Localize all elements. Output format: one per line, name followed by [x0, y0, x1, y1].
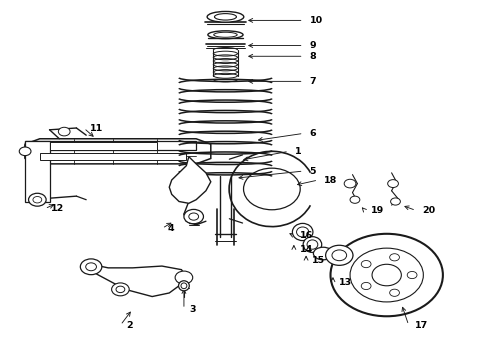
Circle shape	[112, 283, 129, 296]
Polygon shape	[25, 139, 211, 164]
Circle shape	[58, 127, 70, 136]
Circle shape	[86, 263, 97, 271]
Polygon shape	[86, 264, 186, 297]
Text: 20: 20	[422, 206, 435, 215]
Text: 13: 13	[339, 278, 352, 287]
Text: 7: 7	[310, 77, 316, 86]
Circle shape	[326, 245, 353, 265]
Circle shape	[390, 254, 399, 261]
Circle shape	[175, 271, 193, 284]
Circle shape	[350, 248, 423, 302]
Ellipse shape	[181, 283, 187, 289]
Polygon shape	[40, 153, 186, 160]
Circle shape	[344, 179, 356, 188]
Text: 2: 2	[126, 321, 133, 330]
Circle shape	[116, 286, 125, 293]
Polygon shape	[25, 140, 49, 202]
Text: 14: 14	[300, 246, 313, 255]
Text: 19: 19	[370, 206, 384, 215]
Circle shape	[33, 197, 42, 203]
Text: 10: 10	[310, 16, 322, 25]
Circle shape	[388, 180, 398, 188]
Text: 9: 9	[310, 41, 316, 50]
Ellipse shape	[303, 237, 322, 252]
Text: 1: 1	[295, 147, 301, 156]
Text: 18: 18	[324, 176, 338, 185]
Circle shape	[391, 198, 400, 205]
Text: 8: 8	[310, 52, 316, 61]
Circle shape	[332, 250, 346, 261]
Ellipse shape	[207, 12, 244, 22]
Circle shape	[350, 196, 360, 203]
Circle shape	[189, 213, 198, 220]
Text: 15: 15	[312, 256, 325, 265]
Circle shape	[80, 259, 102, 275]
Polygon shape	[169, 157, 211, 203]
Text: 6: 6	[310, 129, 316, 138]
Ellipse shape	[293, 224, 313, 240]
Text: 16: 16	[300, 231, 313, 240]
Text: 3: 3	[190, 305, 196, 314]
Ellipse shape	[307, 240, 318, 249]
Text: 12: 12	[50, 204, 64, 213]
Ellipse shape	[215, 14, 237, 20]
Circle shape	[361, 261, 371, 267]
Circle shape	[372, 264, 401, 286]
Circle shape	[361, 282, 371, 289]
Circle shape	[19, 147, 31, 156]
Ellipse shape	[314, 247, 333, 260]
Text: 4: 4	[168, 224, 174, 233]
Circle shape	[390, 289, 399, 296]
Polygon shape	[326, 248, 352, 262]
Ellipse shape	[178, 281, 189, 291]
Text: 17: 17	[415, 321, 428, 330]
Circle shape	[184, 210, 203, 224]
Polygon shape	[49, 142, 157, 149]
Circle shape	[407, 271, 417, 279]
Ellipse shape	[296, 227, 309, 237]
Text: 5: 5	[310, 167, 316, 176]
Ellipse shape	[214, 32, 237, 37]
Circle shape	[331, 234, 443, 316]
Ellipse shape	[208, 31, 243, 39]
Circle shape	[28, 193, 46, 206]
Text: 11: 11	[90, 123, 103, 132]
Circle shape	[244, 168, 300, 210]
Polygon shape	[25, 140, 196, 149]
